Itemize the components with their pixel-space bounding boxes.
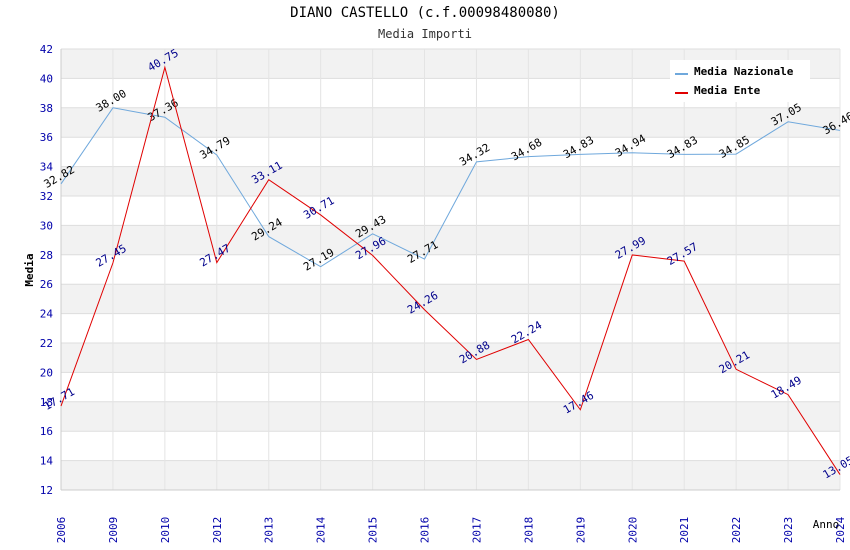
y-tick-label: 22	[40, 337, 53, 350]
plot-band	[61, 313, 840, 343]
plot-band	[61, 107, 840, 138]
y-tick-label: 42	[40, 43, 53, 56]
y-tick-label: 14	[40, 455, 54, 468]
plot-band	[61, 431, 840, 461]
x-tick-label: 2015	[367, 517, 380, 544]
plot-band	[61, 137, 840, 167]
x-tick-label: 2014	[315, 516, 328, 543]
chart-title: DIANO CASTELLO (c.f.00098480080)	[290, 5, 560, 21]
plot-band	[61, 401, 840, 432]
plot-band	[61, 372, 840, 402]
y-tick-label: 40	[40, 72, 53, 85]
gridlines	[60, 48, 841, 491]
y-tick-label: 30	[40, 219, 53, 232]
y-tick-label: 26	[40, 278, 53, 291]
x-tick-label: 2017	[470, 517, 483, 544]
x-axis-label: Anno	[813, 518, 840, 531]
x-tick-label: 2016	[419, 517, 432, 544]
y-tick-label: 12	[40, 484, 53, 497]
plot-band	[61, 225, 840, 255]
legend-label: Media Nazionale	[694, 65, 794, 78]
x-tick-label: 2013	[263, 517, 276, 544]
axes	[60, 49, 840, 491]
x-tick-label: 2024	[834, 516, 847, 543]
series-line	[60, 107, 841, 268]
y-tick-label: 32	[40, 190, 53, 203]
y-axis-label: Media	[23, 253, 36, 286]
legend: Media Nazionale Media Ente	[670, 60, 810, 102]
y-tick-label: 34	[40, 161, 54, 174]
plot-band	[61, 460, 840, 490]
x-tick-label: 2020	[626, 517, 639, 544]
x-tick-label: 2018	[522, 517, 535, 544]
legend-label: Media Ente	[694, 84, 761, 97]
x-tick-label: 2006	[55, 517, 68, 544]
y-tick-labels: 12 14 16 18 20 22 24 26 28 30 32 34 36 38 40 42	[40, 43, 54, 497]
x-tick-labels: 2006 2009 2010 2012 2013 2014 2015 2016 2017 2018…	[55, 516, 847, 543]
plot-band	[61, 254, 840, 285]
x-tick-label: 2010	[159, 517, 172, 544]
y-tick-label: 38	[40, 102, 53, 115]
y-tick-label: 18	[40, 396, 53, 409]
legend-box	[670, 60, 810, 102]
y-tick-label: 16	[40, 425, 53, 438]
plot-band	[61, 284, 840, 314]
plot-bands	[61, 49, 840, 490]
chart-subtitle: Media Importi	[378, 27, 472, 41]
x-tick-label: 2012	[211, 517, 224, 544]
x-tick-label: 2022	[730, 517, 743, 544]
x-tick-label: 2019	[574, 517, 587, 544]
y-tick-label: 28	[40, 249, 53, 262]
y-tick-label: 20	[40, 366, 53, 379]
plot-band	[61, 166, 840, 196]
x-tick-label: 2009	[107, 517, 120, 544]
x-tick-label: 2021	[678, 517, 691, 544]
plot-band	[61, 343, 840, 373]
x-tick-label: 2023	[782, 517, 795, 544]
y-tick-label: 24	[40, 308, 54, 321]
y-tick-label: 36	[40, 131, 53, 144]
series-line	[60, 65, 841, 475]
